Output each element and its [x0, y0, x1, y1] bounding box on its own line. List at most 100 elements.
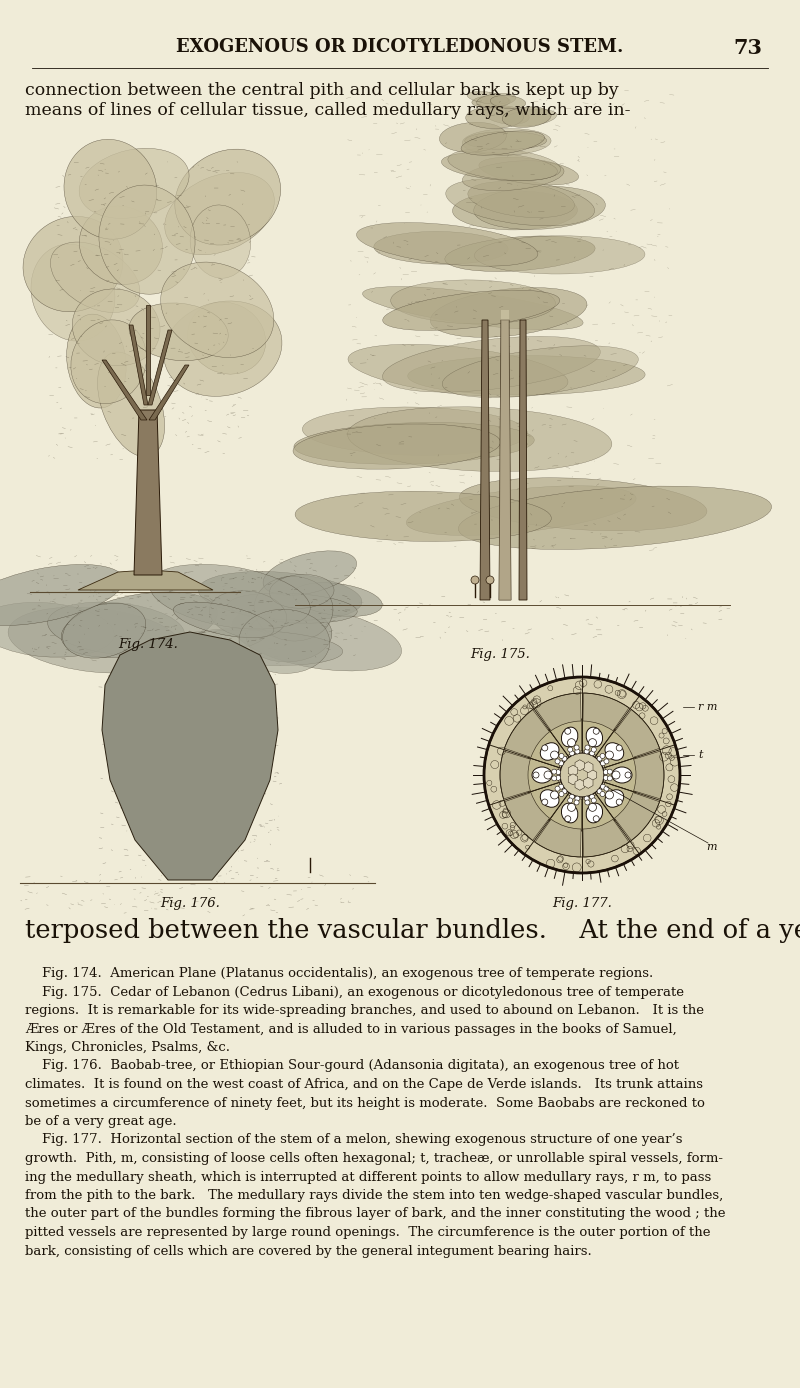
Ellipse shape: [174, 630, 342, 666]
Ellipse shape: [466, 107, 523, 129]
Ellipse shape: [99, 185, 195, 294]
Wedge shape: [526, 758, 559, 793]
Polygon shape: [146, 305, 150, 396]
Ellipse shape: [362, 286, 583, 330]
Circle shape: [570, 794, 574, 799]
Ellipse shape: [302, 407, 527, 455]
Circle shape: [555, 786, 560, 791]
Ellipse shape: [263, 551, 357, 595]
Circle shape: [550, 791, 558, 799]
Text: Fig. 177.  Horizontal section of the stem of a melon, shewing exogenous structur: Fig. 177. Horizontal section of the stem…: [25, 1134, 682, 1146]
Polygon shape: [134, 409, 162, 575]
Text: Fig. 176.  Baobab-tree, or Ethiopian Sour-gourd (Adansonia digitata), an exogeno: Fig. 176. Baobab-tree, or Ethiopian Sour…: [25, 1059, 679, 1073]
Circle shape: [603, 769, 608, 775]
Ellipse shape: [79, 205, 162, 285]
Circle shape: [555, 759, 560, 763]
Ellipse shape: [23, 217, 123, 312]
Wedge shape: [505, 709, 550, 758]
Circle shape: [616, 799, 622, 805]
Ellipse shape: [187, 303, 266, 375]
Circle shape: [568, 798, 573, 802]
Circle shape: [542, 745, 548, 751]
Ellipse shape: [64, 139, 157, 239]
Circle shape: [533, 772, 539, 779]
Ellipse shape: [295, 491, 551, 541]
Circle shape: [589, 738, 597, 747]
Circle shape: [562, 788, 567, 794]
Wedge shape: [549, 719, 582, 755]
Polygon shape: [149, 365, 189, 421]
Polygon shape: [78, 570, 213, 590]
Ellipse shape: [467, 92, 509, 104]
Text: terposed between the vascular bundles.    At the end of a year’s growth,: terposed between the vascular bundles. A…: [25, 917, 800, 942]
Ellipse shape: [294, 422, 534, 464]
Circle shape: [594, 816, 599, 822]
Circle shape: [575, 750, 580, 754]
Ellipse shape: [465, 132, 546, 150]
Text: Fig. 174.  American Plane (Platanus occidentalis), an exogenous tree of temperat: Fig. 174. American Plane (Platanus occid…: [25, 967, 654, 980]
Circle shape: [584, 750, 589, 754]
Text: r m: r m: [698, 702, 718, 712]
Wedge shape: [596, 730, 635, 768]
Ellipse shape: [190, 205, 250, 278]
Ellipse shape: [586, 727, 602, 747]
Circle shape: [558, 761, 563, 766]
Wedge shape: [582, 719, 615, 755]
Ellipse shape: [461, 130, 545, 155]
Ellipse shape: [474, 236, 645, 273]
Text: bark, consisting of cells which are covered by the general integument bearing ha: bark, consisting of cells which are cove…: [25, 1245, 592, 1258]
Ellipse shape: [382, 290, 560, 330]
Circle shape: [567, 738, 575, 747]
Ellipse shape: [445, 236, 595, 272]
Ellipse shape: [8, 607, 182, 673]
Ellipse shape: [612, 768, 632, 783]
Ellipse shape: [71, 319, 146, 404]
Ellipse shape: [408, 355, 645, 396]
Ellipse shape: [586, 804, 602, 823]
Ellipse shape: [229, 593, 358, 623]
Ellipse shape: [72, 289, 160, 366]
Ellipse shape: [474, 186, 606, 229]
Ellipse shape: [232, 605, 402, 670]
Ellipse shape: [459, 477, 707, 530]
Ellipse shape: [254, 576, 333, 641]
Ellipse shape: [453, 192, 578, 230]
Text: connection between the central pith and cellular bark is kept up by: connection between the central pith and …: [25, 82, 618, 99]
Circle shape: [562, 756, 567, 761]
Ellipse shape: [430, 287, 587, 337]
Circle shape: [560, 754, 604, 797]
Ellipse shape: [348, 344, 568, 397]
Text: Fig. 175.: Fig. 175.: [470, 648, 530, 661]
Circle shape: [570, 751, 574, 755]
Text: sometimes a circumference of ninety feet, but its height is moderate.  Some Baob: sometimes a circumference of ninety feet…: [25, 1097, 705, 1109]
Wedge shape: [596, 783, 635, 820]
Ellipse shape: [0, 565, 124, 626]
Ellipse shape: [390, 280, 555, 323]
Circle shape: [601, 784, 606, 790]
Text: Æres or Æres of the Old Testament, and is alluded to in various passages in the : Æres or Æres of the Old Testament, and i…: [25, 1023, 677, 1035]
Ellipse shape: [165, 172, 274, 255]
Circle shape: [552, 769, 557, 775]
Wedge shape: [614, 793, 659, 841]
Ellipse shape: [239, 609, 330, 673]
Circle shape: [591, 798, 596, 802]
Ellipse shape: [374, 232, 508, 264]
Wedge shape: [549, 794, 582, 831]
Ellipse shape: [198, 572, 362, 620]
Circle shape: [585, 745, 590, 750]
Circle shape: [542, 799, 548, 805]
Circle shape: [601, 761, 606, 766]
Circle shape: [567, 804, 575, 812]
Circle shape: [597, 756, 602, 761]
Circle shape: [486, 576, 494, 584]
Ellipse shape: [164, 301, 282, 397]
Circle shape: [559, 791, 564, 797]
Circle shape: [484, 677, 680, 873]
Circle shape: [607, 776, 612, 781]
Text: m: m: [706, 843, 717, 852]
Polygon shape: [480, 321, 490, 600]
Text: regions.  It is remarkable for its wide-spreading branches, and used to abound o: regions. It is remarkable for its wide-s…: [25, 1004, 704, 1017]
Circle shape: [544, 770, 552, 779]
Text: the outer part of the bundles forming the fibrous layer of bark, and the inner c: the outer part of the bundles forming th…: [25, 1208, 726, 1220]
Text: 73: 73: [733, 37, 762, 58]
